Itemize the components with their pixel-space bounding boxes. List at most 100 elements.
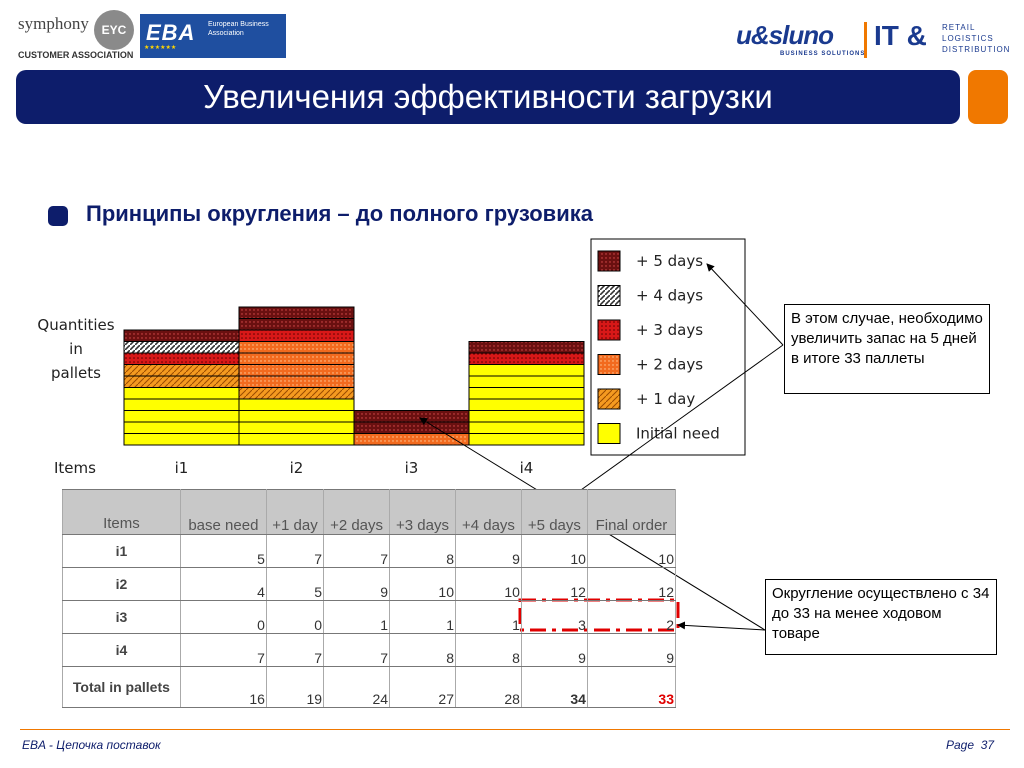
retail-logistics-distribution: RETAIL LOGISTICS DISTRIBUTION (942, 22, 1010, 55)
x-tick-label: i2 (290, 459, 304, 477)
logistics-line: LOGISTICS (942, 34, 994, 43)
header-cell: +5 days (520, 489, 588, 535)
bar-segment-i1 (123, 352, 240, 365)
table-header-row: Items base need +1 day +2 days +3 days +… (62, 489, 677, 535)
table-cell: 5 (265, 567, 325, 601)
total-cell: 19 (265, 666, 325, 708)
title-bar: Увеличения эффективности загрузки (16, 70, 960, 124)
bar-segment-i3 (353, 421, 470, 434)
legend-label: Initial need (636, 425, 720, 443)
row-label: i4 (62, 633, 181, 667)
bar-segment-i2 (238, 375, 355, 388)
star-icon: ★★★★★★ (144, 45, 177, 51)
page-number: Page 37 (946, 738, 994, 752)
bar-segment-i2 (238, 421, 355, 434)
table-cell: 7 (179, 633, 267, 667)
table-cell: 9 (323, 567, 391, 601)
bar-segment-i4 (468, 433, 585, 446)
bar-segment-i2 (238, 364, 355, 377)
bar-segment-i1 (123, 341, 240, 354)
symphony-logo-text: symphony (18, 14, 89, 33)
legend-swatch (597, 250, 621, 272)
total-cell: 28 (454, 666, 522, 708)
callout-top: В этом случае, необходимо увеличить запа… (784, 304, 990, 394)
bar-segment-i2 (238, 398, 355, 411)
table-cell: 9 (586, 633, 677, 667)
bar-segment-i1 (123, 398, 240, 411)
bar-segment-i2 (238, 318, 355, 331)
logo-divider (864, 22, 867, 58)
table-cell: 0 (179, 600, 267, 634)
table-cell: 9 (520, 633, 588, 667)
legend-swatch (597, 354, 621, 375)
legend-swatch (597, 319, 621, 341)
bar-segment-i1 (123, 410, 240, 423)
x-tick-labels: i1 i2 i3 i4 (175, 459, 534, 477)
bar-segment-i4 (468, 364, 585, 377)
total-row: Total in pallets 16 19 24 27 28 34 33 (62, 666, 677, 708)
chart-bars (123, 306, 585, 446)
arrow-to-highlight (677, 621, 766, 631)
bar-segment-i1 (123, 421, 240, 434)
table-cell: 7 (265, 534, 325, 568)
table-cell: 7 (265, 633, 325, 667)
row-label: i1 (62, 534, 181, 568)
total-cell: 16 (179, 666, 267, 708)
bar-segment-i2 (238, 306, 355, 319)
table-cell: 1 (323, 600, 391, 634)
bar-segment-i1 (123, 329, 240, 342)
table-cell: 3 (520, 600, 588, 634)
total-label: Total in pallets (62, 666, 181, 708)
table-cell: 4 (179, 567, 267, 601)
total-cell-final: 33 (586, 666, 677, 708)
table-cell: 12 (586, 567, 677, 601)
table-cell: 1 (454, 600, 522, 634)
customer-association-label: CUSTOMER ASSOCIATION (18, 50, 134, 60)
legend-label: + 5 days (636, 252, 703, 270)
table-row: i1 5 7 7 8 9 10 10 (62, 534, 677, 568)
x-tick-label: i1 (175, 459, 189, 477)
y-axis-label-line-2: in (69, 340, 83, 358)
table-cell: 8 (389, 534, 456, 568)
legend-swatch (597, 388, 621, 410)
legend-swatch (597, 285, 621, 306)
table-cell: 8 (454, 633, 522, 667)
x-tick-label: i3 (405, 459, 419, 477)
header-cell: +2 days (323, 489, 391, 535)
y-axis-label-line-1: Quantities (37, 316, 114, 334)
table-row: i3 0 0 1 1 1 3 2 (62, 600, 677, 634)
usluno-logo-text: u&sluno (736, 20, 834, 50)
bar-segment-i4 (468, 341, 585, 354)
legend-label: + 2 days (636, 356, 703, 374)
eyc-logo-circle: EYC (94, 10, 134, 50)
y-axis-label-line-3: pallets (51, 364, 101, 382)
arrow-to-plus5-header (559, 344, 784, 506)
eba-logo: EBA European Business Association ★★★★★★ (140, 14, 286, 58)
bar-segment-i4 (468, 387, 585, 400)
table-row: i2 4 5 9 10 10 12 12 (62, 567, 677, 601)
usluno-logo: u&sluno BUSINESS SOLUTIONS IT & RETAIL L… (736, 20, 1016, 62)
bar-segment-i4 (468, 375, 585, 388)
table-cell: 12 (520, 567, 588, 601)
table-cell: 7 (323, 633, 391, 667)
header-cell: base need (179, 489, 267, 535)
bar-segment-i4 (468, 421, 585, 434)
eba-logo-text: EBA (146, 20, 196, 45)
table-cell: 10 (389, 567, 456, 601)
header-cell: Items (62, 489, 181, 535)
table-cell: 8 (389, 633, 456, 667)
total-cell: 24 (323, 666, 391, 708)
retail-line: RETAIL (942, 23, 976, 32)
page-title: Увеличения эффективности загрузки (203, 78, 773, 115)
bar-segment-i2 (238, 387, 355, 400)
callout-bottom: Округление осуществлено с 34 до 33 на ме… (765, 579, 997, 655)
footer-divider (20, 729, 1010, 730)
legend-label: + 4 days (636, 287, 703, 305)
bar-segment-i3 (353, 433, 470, 446)
page-number-value: 37 (980, 738, 995, 752)
total-cell: 27 (389, 666, 456, 708)
table-cell: 2 (586, 600, 677, 634)
x-axis-label: Items (54, 459, 96, 477)
table-cell: 10 (520, 534, 588, 568)
